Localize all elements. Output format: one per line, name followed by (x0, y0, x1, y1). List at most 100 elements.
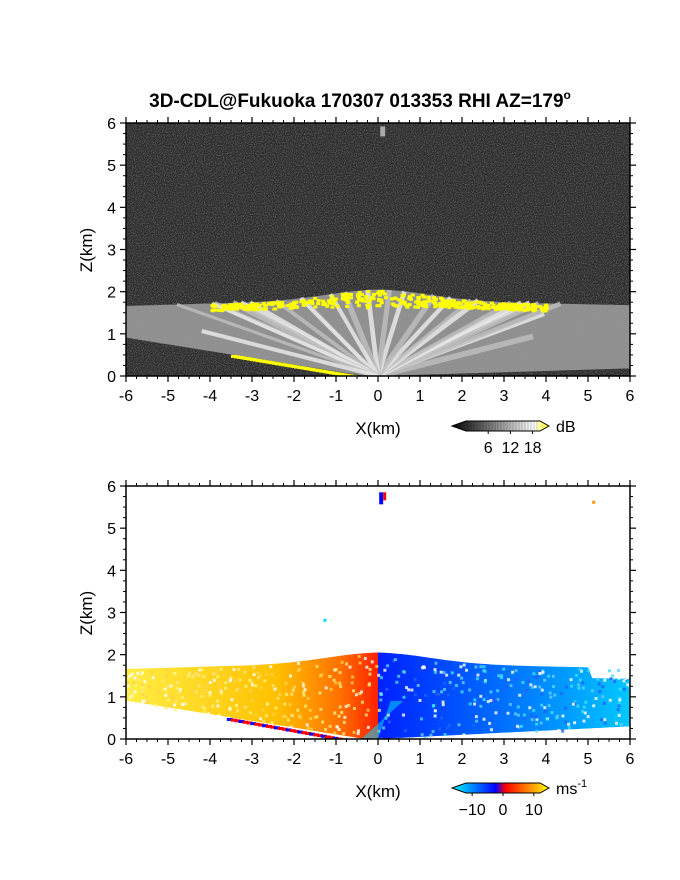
intensity-streak-pixel (312, 368, 319, 372)
intensity-yellow-pixel (419, 301, 424, 305)
intensity-yellow-pixel (367, 299, 372, 303)
intensity-yellow-pixel (511, 308, 516, 312)
intensity-yellow-pixel (446, 304, 451, 308)
velocity-speckle (339, 685, 343, 689)
velocity-speckle (516, 705, 520, 709)
velocity-streak-pixel (254, 722, 261, 726)
velocity-speckle (243, 705, 247, 709)
intensity-streak-pixel (300, 366, 307, 370)
velocity-speckle (540, 703, 544, 707)
velocity-speckle (522, 713, 526, 717)
y-tick-label: 0 (107, 369, 116, 386)
intensity-yellow-pixel (267, 302, 272, 306)
velocity-speckle (472, 723, 476, 727)
velocity-speckle (217, 714, 221, 718)
intensity-yellow-pixel (468, 306, 473, 310)
intensity-yellow-pixel (503, 306, 508, 310)
velocity-speckle (540, 688, 544, 692)
velocity-speckle (569, 678, 573, 682)
velocity-speckle (358, 692, 362, 696)
intensity-yellow-pixel (383, 296, 388, 300)
intensity-yellow-pixel (482, 305, 487, 309)
intensity-yellow-pixel (257, 303, 262, 307)
intensity-yellow-pixel (463, 305, 468, 309)
intensity-yellow-pixel (348, 293, 353, 297)
velocity-speckle (208, 691, 212, 695)
velocity-speckle (577, 683, 581, 687)
intensity-yellow-pixel (334, 297, 339, 301)
velocity-speckle (338, 705, 342, 709)
velocity-speckle (440, 716, 444, 720)
velocity-speckle (145, 701, 149, 705)
intensity-yellow-pixel (295, 305, 300, 309)
x-tick-label: 5 (584, 388, 593, 405)
colorbar-tick-label: 6 (484, 440, 493, 457)
intensity-yellow-pixel (277, 305, 282, 309)
intensity-streak-pixel (294, 365, 300, 369)
velocity-speckle (288, 703, 292, 707)
velocity-speckle (333, 711, 337, 715)
velocity-speckle (174, 708, 178, 712)
intensity-yellow-pixel (313, 305, 318, 309)
intensity-yellow-pixel (250, 303, 255, 307)
velocity-speckle (564, 685, 568, 689)
velocity-speckle (332, 678, 336, 682)
velocity-speckle (547, 704, 551, 708)
intensity-beam (299, 296, 380, 376)
velocity-speckle (293, 684, 297, 688)
x-tick-label: 2 (458, 751, 467, 768)
velocity-speckle (564, 706, 568, 710)
velocity-speckle (171, 696, 175, 700)
intensity-beam (376, 298, 472, 376)
velocity-speckle (136, 671, 140, 675)
intensity-yellow-pixel (356, 295, 361, 299)
velocity-cyan-fan (361, 701, 404, 739)
velocity-speckle (598, 690, 602, 694)
velocity-speckle (483, 680, 487, 684)
velocity-speckle (519, 724, 523, 728)
velocity-speckle (532, 675, 536, 679)
intensity-yellow-pixel (261, 307, 266, 311)
velocity-speckle (494, 711, 498, 715)
velocity-speckle (422, 665, 426, 669)
velocity-speckle (269, 665, 273, 669)
intensity-streak-pixel (246, 357, 253, 361)
x-tick-label: 5 (584, 751, 593, 768)
intensity-yellow-pixel (345, 298, 350, 302)
velocity-speckle (334, 668, 338, 672)
intensity-yellow-pixel (479, 301, 484, 305)
velocity-speckle (215, 672, 219, 676)
colorbar-tick-label: 10 (525, 802, 543, 819)
velocity-speckle (133, 690, 137, 694)
intensity-yellow-pixel (256, 307, 261, 311)
x-tick-label: 6 (626, 751, 635, 768)
velocity-speckle (377, 673, 381, 677)
intensity-yellow-pixel (340, 292, 345, 296)
velocity-speckle (577, 686, 581, 690)
velocity-speckle (150, 671, 154, 675)
velocity-xlabel: X(km) (355, 782, 400, 801)
velocity-speckle (338, 671, 342, 675)
velocity-streak-pixel (269, 725, 276, 729)
velocity-speckle (497, 710, 501, 714)
intensity-yellow-pixel (247, 308, 252, 312)
velocity-speckle (363, 656, 367, 660)
velocity-speckle (206, 712, 210, 716)
x-tick-label: 0 (374, 751, 383, 768)
velocity-speckle (273, 687, 277, 691)
velocity-speckle (532, 672, 536, 676)
intensity-yellow-pixel (497, 307, 502, 311)
velocity-speckle (462, 663, 466, 667)
velocity-speckle (524, 689, 528, 693)
x-tick-label: 6 (626, 388, 635, 405)
velocity-speckle (165, 668, 169, 672)
velocity-speckle (395, 680, 399, 684)
velocity-speckle (617, 668, 621, 672)
velocity-speckle (198, 668, 202, 672)
velocity-speckle (140, 700, 144, 704)
y-tick-label: 4 (107, 563, 116, 580)
velocity-speckle (324, 727, 328, 731)
velocity-speckle (608, 698, 612, 702)
velocity-speckle (278, 692, 282, 696)
